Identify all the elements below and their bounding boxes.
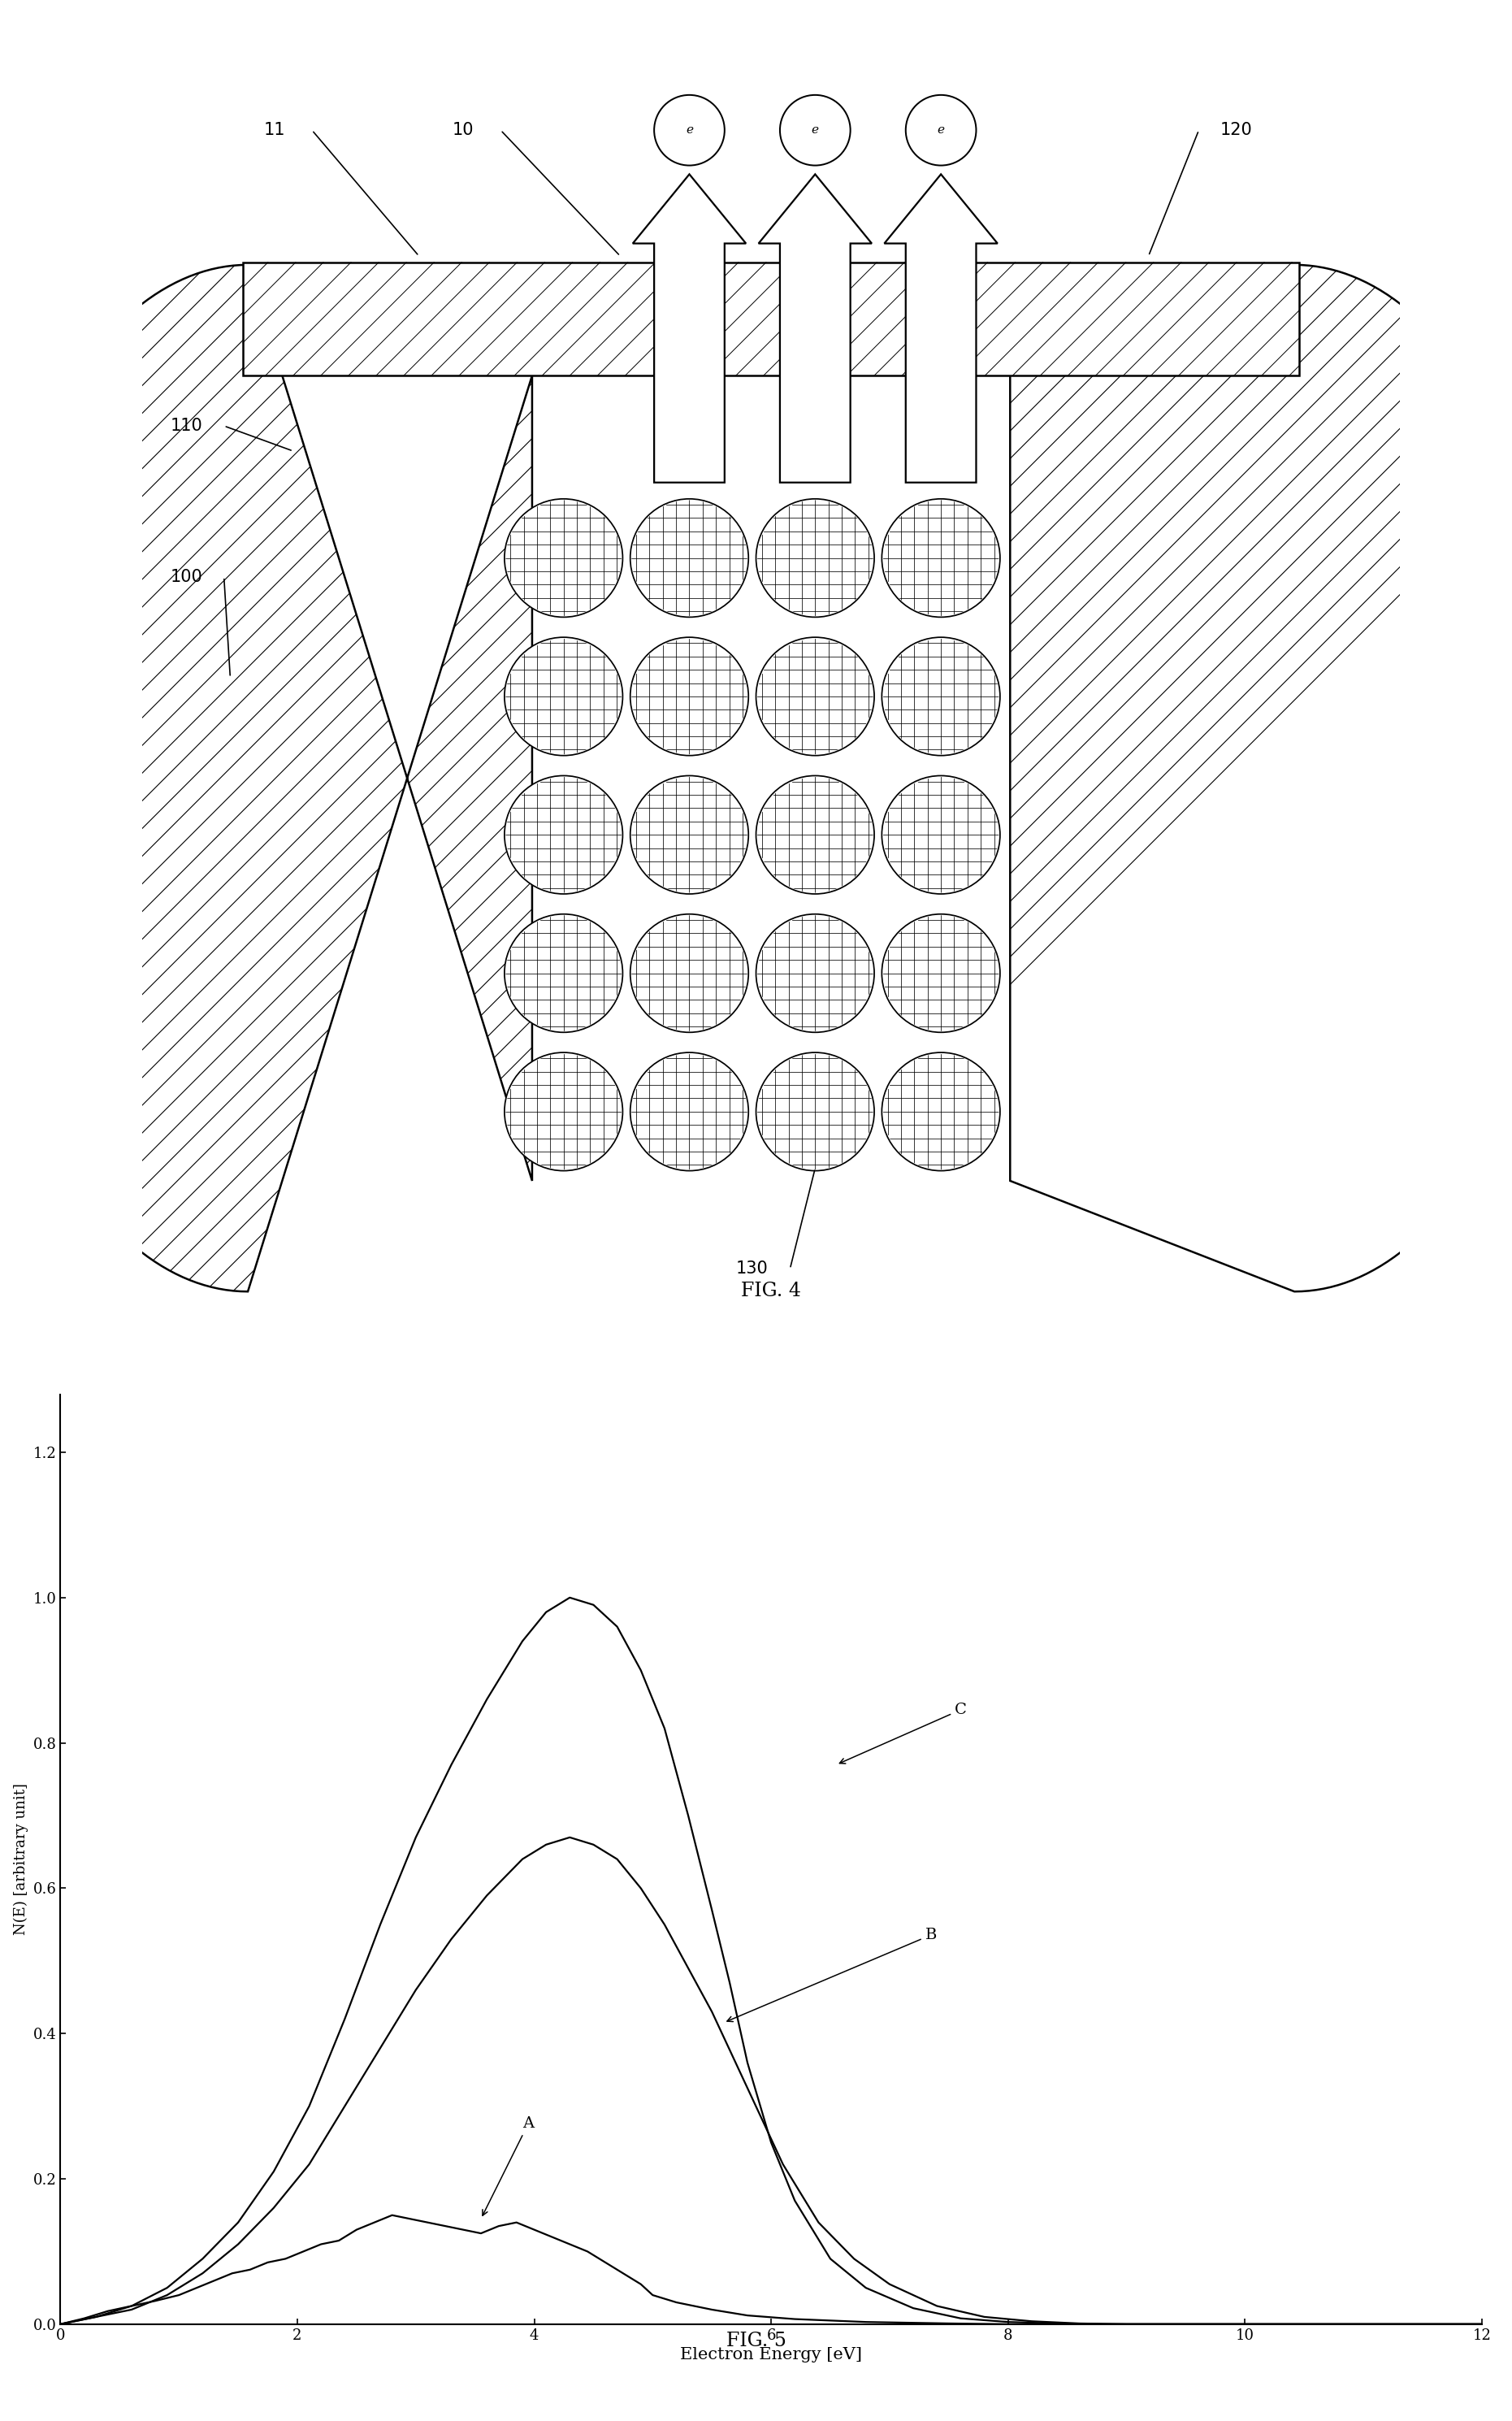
Polygon shape — [632, 174, 745, 482]
Text: A: A — [482, 2116, 534, 2215]
Circle shape — [881, 915, 999, 1031]
Circle shape — [881, 499, 999, 617]
Circle shape — [631, 637, 748, 755]
Circle shape — [756, 637, 874, 755]
Circle shape — [631, 499, 748, 617]
Polygon shape — [0, 264, 532, 1290]
Circle shape — [756, 775, 874, 893]
Text: e: e — [686, 123, 692, 136]
Circle shape — [631, 1053, 748, 1172]
Polygon shape — [759, 174, 872, 482]
Circle shape — [505, 775, 623, 893]
Circle shape — [756, 915, 874, 1031]
Circle shape — [631, 775, 748, 893]
Text: 120: 120 — [1220, 121, 1252, 138]
Text: B: B — [727, 1927, 937, 2022]
Bar — [243, 261, 1299, 375]
Circle shape — [881, 1053, 999, 1172]
Y-axis label: N(E) [arbitrary unit]: N(E) [arbitrary unit] — [14, 1784, 29, 1934]
Text: C: C — [839, 1702, 966, 1762]
Text: 11: 11 — [263, 121, 286, 138]
Circle shape — [881, 637, 999, 755]
Polygon shape — [885, 174, 998, 482]
Circle shape — [505, 915, 623, 1031]
Text: 130: 130 — [736, 1261, 768, 1276]
Text: 110: 110 — [169, 419, 203, 433]
Circle shape — [906, 94, 977, 165]
Text: e: e — [812, 123, 820, 136]
Text: 10: 10 — [452, 121, 473, 138]
Circle shape — [505, 499, 623, 617]
Circle shape — [505, 637, 623, 755]
X-axis label: Electron Energy [eV]: Electron Energy [eV] — [680, 2348, 862, 2363]
Polygon shape — [1010, 264, 1512, 1290]
Circle shape — [881, 775, 999, 893]
Text: FIG. 4: FIG. 4 — [741, 1281, 801, 1300]
Circle shape — [655, 94, 724, 165]
Circle shape — [505, 1053, 623, 1172]
Circle shape — [756, 499, 874, 617]
Circle shape — [756, 1053, 874, 1172]
Text: 100: 100 — [169, 569, 203, 586]
Text: FIG. 5: FIG. 5 — [726, 2331, 786, 2351]
Circle shape — [780, 94, 850, 165]
Circle shape — [631, 915, 748, 1031]
Text: e: e — [937, 123, 945, 136]
